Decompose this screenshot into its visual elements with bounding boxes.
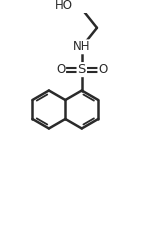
Text: NH: NH xyxy=(73,40,91,53)
Text: O: O xyxy=(56,63,66,76)
Text: S: S xyxy=(78,63,86,76)
Text: HO: HO xyxy=(55,0,73,12)
Text: O: O xyxy=(98,63,107,76)
